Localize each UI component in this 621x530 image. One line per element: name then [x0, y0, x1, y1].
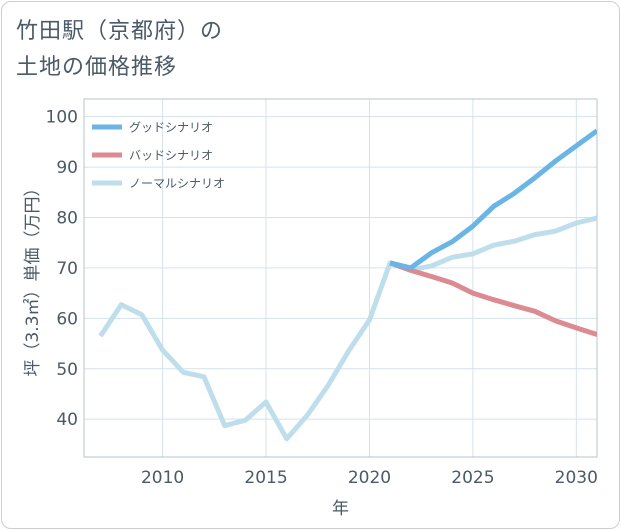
- y-tick-label-70: 70: [56, 259, 78, 279]
- chart-title: 竹田駅（京都府）の 土地の価格推移: [16, 14, 223, 86]
- series-line-2: [98, 215, 597, 442]
- x-tick-label-2030: 2030: [555, 468, 598, 488]
- x-axis-label: 年: [332, 499, 349, 519]
- legend-label-0: グッドシナリオ: [129, 121, 213, 135]
- legend-label-1: バッドシナリオ: [129, 149, 213, 163]
- y-tick-label-50: 50: [56, 360, 78, 380]
- y-tick-label-100: 100: [46, 108, 78, 128]
- x-tick-label-2020: 2020: [348, 468, 391, 488]
- legend-label-2: ノーマルシナリオ: [129, 177, 225, 191]
- y-tick-label-90: 90: [56, 158, 78, 178]
- series-group: [98, 128, 597, 442]
- series-line-1: [389, 260, 597, 337]
- x-tick-label-2010: 2010: [141, 468, 184, 488]
- title-line-1: 竹田駅（京都府）の: [16, 19, 224, 44]
- y-tick-label-40: 40: [56, 410, 78, 430]
- y-tick-label-60: 60: [56, 309, 78, 329]
- title-line-2: 土地の価格推移: [16, 55, 178, 80]
- x-tick-label-2025: 2025: [451, 468, 494, 488]
- plot-area: [84, 99, 597, 457]
- y-tick-label-80: 80: [56, 208, 78, 228]
- plot-frame: [83, 98, 598, 458]
- x-tick-label-2015: 2015: [244, 468, 287, 488]
- y-axis-label: 坪（3.3㎡）単価（万円）: [23, 179, 43, 376]
- series-line-0: [389, 128, 597, 271]
